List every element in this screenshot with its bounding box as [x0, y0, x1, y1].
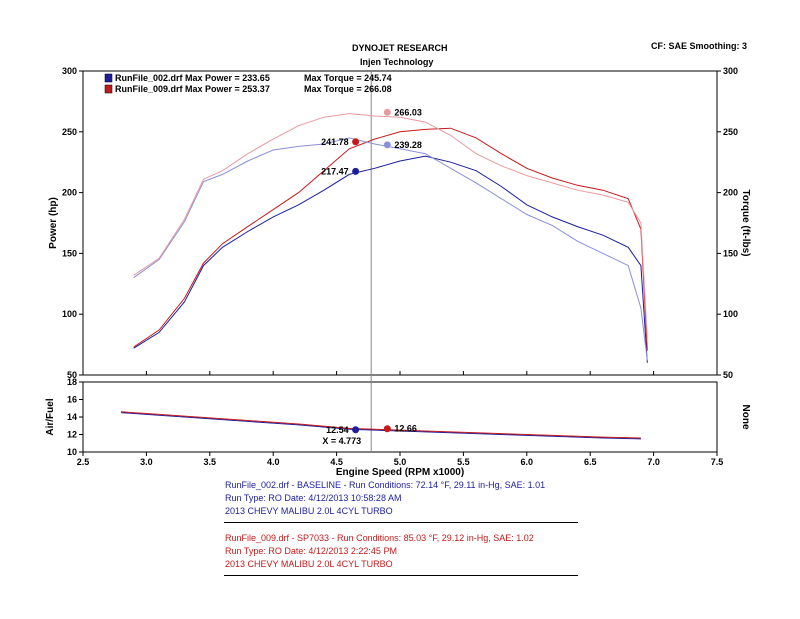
power-torque-series-1 [133, 127, 648, 351]
afr-marker-0 [352, 426, 360, 434]
run1-conditions: RunFile_002.drf - BASELINE - Run Conditi… [225, 480, 546, 490]
run1-vehicle: 2013 CHEVY MALIBU 2.0L 4CYL TURBO [225, 506, 393, 516]
x-tick-label: 7.0 [647, 457, 660, 467]
peak-marker-1-label: 217.47 [321, 166, 349, 176]
afr-series-1 [120, 411, 641, 439]
peak-marker-2 [383, 108, 391, 116]
chart-subtitle: Injen Technology [360, 57, 434, 67]
x-tick-label: 6.5 [584, 457, 597, 467]
run2-conditions: RunFile_009.drf - SP7033 - Run Condition… [225, 533, 534, 543]
peak-marker-1 [352, 167, 360, 175]
legend-swatch [104, 84, 113, 94]
afr-marker-0-label: 12.54 [326, 425, 349, 435]
power-torque-series-2 [133, 137, 648, 361]
power-y-tick-label: 100 [62, 309, 77, 319]
peak-marker-3 [383, 141, 391, 149]
x-tick-label: 5.5 [457, 457, 470, 467]
y-axis-label: Power (hp) [48, 197, 59, 249]
x-tick-label: 4.5 [330, 457, 343, 467]
torque-y-tick-label: 300 [723, 66, 738, 76]
x-axis-label: Engine Speed (RPM x1000) [336, 467, 464, 478]
peak-marker-0-label: 241.78 [321, 137, 349, 147]
x-tick-label: 3.5 [204, 457, 217, 467]
power-torque-series-3 [133, 113, 648, 339]
afr-marker-1-label: 12.66 [394, 424, 417, 434]
peak-marker-3-label: 239.28 [394, 140, 422, 150]
afr-y-tick-label: 10 [67, 447, 77, 457]
afr-y-tick-label: 14 [67, 412, 77, 422]
run1-divider [224, 522, 578, 523]
y2-axis-label: Torque (ft-lbs) [740, 189, 751, 256]
legend-power-label: RunFile_002.drf Max Power = 233.65 [115, 73, 270, 83]
legend-swatch [104, 73, 113, 83]
power-y-tick-label: 250 [62, 127, 77, 137]
power-plot-frame [82, 70, 718, 376]
x-tick-label: 5.0 [394, 457, 407, 467]
run1-date: Run Type: RO Date: 4/12/2013 10:58:28 AM [225, 493, 402, 503]
afr-series-0 [120, 412, 641, 440]
peak-marker-2-label: 266.03 [394, 107, 422, 117]
legend-torque-label: Max Torque = 266.08 [304, 84, 392, 94]
power-y-tick-label: 300 [62, 66, 77, 76]
chart-title: DYNOJET RESEARCH [352, 43, 448, 53]
run2-vehicle: 2013 CHEVY MALIBU 2.0L 4CYL TURBO [225, 559, 393, 569]
afr-y-tick-label: 18 [67, 377, 77, 387]
x-tick-label: 2.5 [77, 457, 90, 467]
afr-y-tick-label: 12 [67, 430, 77, 440]
legend-power-label: RunFile_009.drf Max Power = 253.37 [115, 84, 270, 94]
torque-y-tick-label: 50 [723, 370, 733, 380]
power-y-tick-label: 150 [62, 248, 77, 258]
afr-axis-label: Air/Fuel [45, 398, 56, 435]
x-tick-label: 4.0 [267, 457, 280, 467]
afr-y-tick-label: 16 [67, 395, 77, 405]
x-tick-label: 3.0 [140, 457, 153, 467]
settings-label: CF: SAE Smoothing: 3 [651, 41, 747, 51]
torque-y-tick-label: 250 [723, 127, 738, 137]
torque-y-tick-label: 200 [723, 188, 738, 198]
run2-date: Run Type: RO Date: 4/12/2013 2:22:45 PM [225, 546, 397, 556]
afr-marker-1 [383, 425, 391, 433]
x-tick-label: 6.0 [521, 457, 534, 467]
torque-y-tick-label: 100 [723, 309, 738, 319]
run2-divider [224, 575, 578, 576]
peak-marker-0 [352, 138, 360, 146]
cursor-x-label: X = 4.773 [322, 436, 361, 446]
afr-y2-axis-label: None [740, 405, 751, 430]
power-y-tick-label: 200 [62, 188, 77, 198]
power-torque-series-0 [133, 155, 648, 363]
torque-y-tick-label: 150 [723, 248, 738, 258]
power-y-tick-label: 50 [67, 370, 77, 380]
legend-torque-label: Max Torque = 245.74 [304, 73, 392, 83]
x-tick-label: 7.5 [711, 457, 724, 467]
